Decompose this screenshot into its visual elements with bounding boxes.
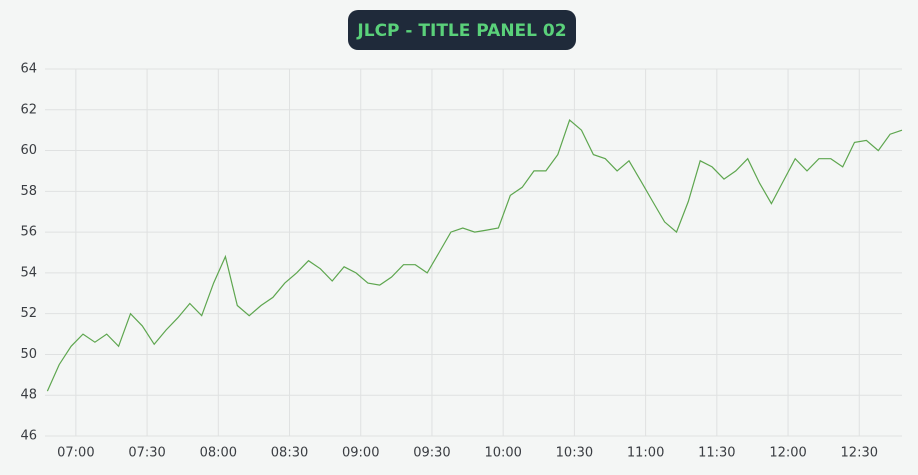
x-tick-label: 09:00 (342, 446, 379, 461)
y-tick-label: 48 (20, 388, 37, 403)
y-tick-label: 54 (20, 265, 37, 280)
x-tick-label: 08:30 (271, 446, 308, 461)
x-tick-label: 12:30 (841, 446, 878, 461)
y-tick-label: 50 (20, 347, 37, 362)
y-tick-label: 46 (20, 429, 37, 444)
y-tick-label: 62 (20, 102, 37, 117)
series-line (46, 118, 903, 392)
y-tick-label: 52 (20, 306, 37, 321)
x-tick-label: 07:00 (57, 446, 94, 461)
y-tick-label: 56 (20, 225, 37, 240)
y-tick-label: 60 (20, 143, 37, 158)
x-tick-label: 12:00 (769, 446, 806, 461)
x-tick-label: 09:30 (413, 446, 450, 461)
y-tick-label: 64 (20, 62, 37, 77)
x-tick-label: 10:00 (484, 446, 521, 461)
chart-title: JLCP - TITLE PANEL 02 (356, 21, 566, 41)
x-tick-label: 10:30 (556, 446, 593, 461)
x-tick-label: 11:30 (698, 446, 735, 461)
y-tick-label: 58 (20, 184, 37, 199)
title-pill (348, 10, 576, 50)
x-tick-label: 08:00 (200, 446, 237, 461)
x-tick-label: 11:00 (627, 446, 664, 461)
x-tick-label: 07:30 (128, 446, 165, 461)
